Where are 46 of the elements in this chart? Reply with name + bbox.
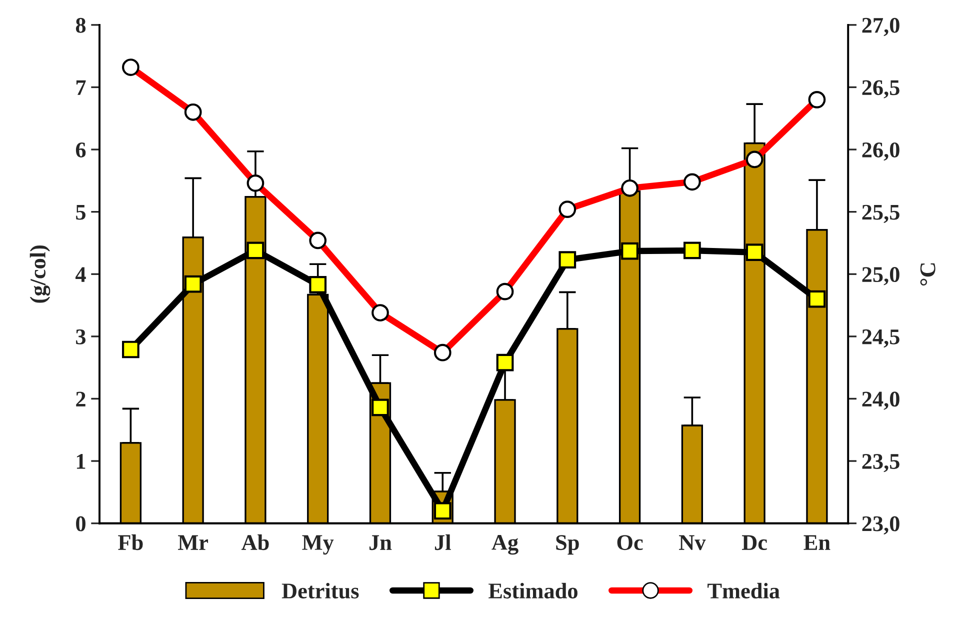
- x-tick-label: Ab: [241, 534, 269, 550]
- y-tick-label: 1: [76, 454, 86, 469]
- x-tick-label: Mr: [178, 535, 208, 550]
- y-tick-label: 6: [76, 142, 86, 158]
- y2-tick-label: 24,0: [862, 392, 900, 410]
- point: [309, 276, 327, 294]
- y2-tick-label: 27,0: [862, 18, 900, 36]
- point: [558, 251, 576, 268]
- y2-tick-label: 25,0: [862, 267, 900, 286]
- x-tick-label: Jl: [434, 534, 451, 550]
- x-tick-label: Nv: [679, 535, 706, 550]
- y-tick-label: 8: [76, 18, 86, 33]
- x-tick-label: Sp: [556, 535, 579, 555]
- legend-label: Detritus: [282, 582, 359, 599]
- y2-tick-label: 23,0: [862, 516, 900, 534]
- x-tick-label: En: [804, 535, 830, 550]
- y2-tick-label: 26,5: [862, 80, 900, 98]
- point: [122, 340, 140, 358]
- x-tick-label: Ag: [492, 535, 518, 555]
- x-tick-label: Jn: [369, 535, 392, 550]
- y2-tick-label: 23,5: [862, 454, 900, 472]
- point: [808, 290, 826, 308]
- y2-axis-title: °C: [920, 263, 936, 286]
- point: [184, 275, 202, 293]
- point: [621, 242, 638, 260]
- point: [746, 244, 764, 261]
- y2-tick-label: 24,5: [862, 329, 900, 348]
- point: [683, 242, 701, 260]
- x-tick-label: My: [302, 535, 334, 555]
- y-tick-label: 2: [76, 392, 86, 406]
- x-tick-label: Oc: [617, 535, 643, 550]
- y-tick-label: 5: [76, 204, 86, 220]
- y-tick-label: 0: [76, 516, 86, 532]
- point: [496, 354, 514, 372]
- y2-tick-label: 26,0: [862, 142, 900, 161]
- y-axis-title: (g/col): [30, 245, 50, 303]
- y-tick-label: 3: [76, 329, 86, 344]
- y-tick-label: 7: [76, 80, 86, 95]
- legend-label: Tmedia: [708, 582, 780, 598]
- point: [372, 398, 389, 416]
- y-tick-label: 4: [76, 267, 86, 282]
- point: [246, 242, 264, 260]
- x-tick-label: Dc: [742, 535, 767, 550]
- y2-tick-label: 25,5: [862, 204, 900, 223]
- x-tick-label: Fb: [118, 534, 143, 550]
- legend-label: Estimado: [488, 582, 578, 598]
